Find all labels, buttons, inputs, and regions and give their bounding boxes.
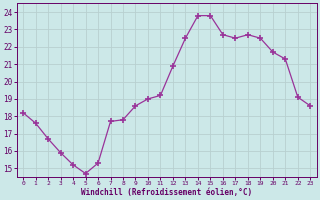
- X-axis label: Windchill (Refroidissement éolien,°C): Windchill (Refroidissement éolien,°C): [81, 188, 252, 197]
